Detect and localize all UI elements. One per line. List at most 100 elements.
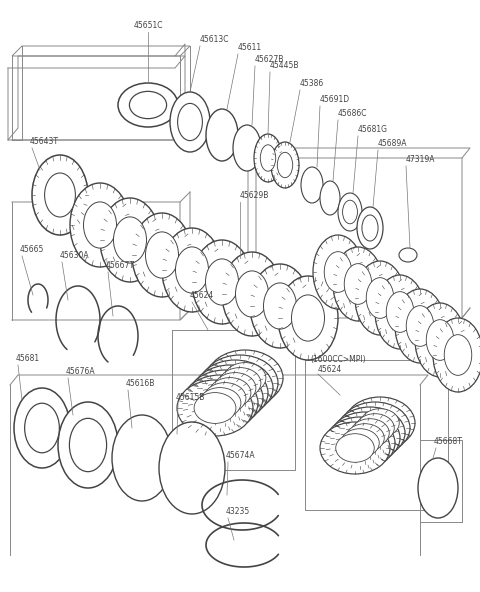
Ellipse shape [271,142,299,188]
Ellipse shape [260,145,276,171]
Ellipse shape [219,368,261,398]
Ellipse shape [343,200,358,224]
Text: 45674A: 45674A [226,451,256,460]
Ellipse shape [325,417,395,469]
Ellipse shape [32,155,88,235]
Text: 45681: 45681 [16,354,40,363]
Ellipse shape [335,407,405,459]
Ellipse shape [415,303,465,377]
Ellipse shape [250,264,310,348]
Ellipse shape [130,91,167,118]
Ellipse shape [330,412,400,464]
Text: 45629B: 45629B [240,191,269,200]
Ellipse shape [197,360,273,416]
Ellipse shape [199,388,241,419]
Ellipse shape [176,247,208,293]
Text: (1600CC>MPI): (1600CC>MPI) [310,355,366,364]
Ellipse shape [192,365,268,421]
Ellipse shape [277,152,293,178]
Ellipse shape [375,275,425,349]
Ellipse shape [291,295,324,341]
Ellipse shape [194,392,236,423]
Ellipse shape [14,388,70,468]
Ellipse shape [264,283,297,329]
Ellipse shape [426,320,454,361]
Ellipse shape [366,278,394,318]
Ellipse shape [361,408,399,437]
Ellipse shape [70,183,130,267]
Ellipse shape [202,355,278,411]
Ellipse shape [320,181,340,215]
Ellipse shape [236,271,268,317]
Ellipse shape [187,370,263,426]
Ellipse shape [209,378,251,408]
Ellipse shape [386,292,414,332]
Ellipse shape [320,422,390,474]
Ellipse shape [355,261,405,335]
Text: 45445B: 45445B [270,61,300,70]
Ellipse shape [399,248,417,262]
Ellipse shape [224,362,266,394]
Text: 45624: 45624 [190,291,214,300]
Ellipse shape [357,207,383,249]
Ellipse shape [356,414,394,442]
Text: 45624: 45624 [318,365,342,374]
Ellipse shape [112,415,172,501]
Ellipse shape [204,382,246,413]
Ellipse shape [313,235,363,309]
Ellipse shape [222,252,282,336]
Ellipse shape [24,403,60,453]
Ellipse shape [45,173,75,217]
Ellipse shape [214,372,256,403]
Text: 47319A: 47319A [406,155,435,164]
Ellipse shape [205,259,239,305]
Ellipse shape [100,198,160,282]
Text: 45665: 45665 [20,245,44,254]
Ellipse shape [132,213,192,297]
Ellipse shape [233,125,261,171]
Text: 45667T: 45667T [106,261,135,270]
Text: 45627B: 45627B [255,55,284,64]
Text: 45668T: 45668T [434,437,463,446]
Ellipse shape [177,380,253,436]
Ellipse shape [254,134,282,182]
Ellipse shape [341,429,379,457]
Text: 45681G: 45681G [358,125,388,134]
Ellipse shape [278,276,338,360]
Ellipse shape [118,83,178,127]
Text: 45689A: 45689A [378,139,408,148]
Text: 45611: 45611 [238,43,262,52]
Ellipse shape [207,350,283,406]
Ellipse shape [206,109,238,161]
Text: 45615B: 45615B [176,393,205,402]
Ellipse shape [170,92,210,152]
Ellipse shape [178,104,203,141]
Text: 45651C: 45651C [133,21,163,30]
Text: 45616B: 45616B [126,379,156,388]
Ellipse shape [444,334,472,375]
Ellipse shape [84,202,117,248]
Ellipse shape [162,228,222,312]
Ellipse shape [418,458,458,518]
Text: 45643T: 45643T [30,137,59,146]
Ellipse shape [182,375,258,431]
Ellipse shape [301,167,323,203]
Ellipse shape [336,434,374,462]
Ellipse shape [351,419,389,448]
Ellipse shape [338,193,362,231]
Ellipse shape [344,263,372,304]
Ellipse shape [395,289,445,363]
Ellipse shape [362,215,378,241]
Ellipse shape [333,247,383,321]
Ellipse shape [406,305,434,346]
Ellipse shape [346,424,384,452]
Text: 45676A: 45676A [66,367,96,376]
Text: 45630A: 45630A [60,251,90,260]
Ellipse shape [58,402,118,488]
Ellipse shape [345,397,415,449]
Ellipse shape [159,422,225,514]
Ellipse shape [145,232,179,278]
Ellipse shape [70,419,107,472]
Text: 43235: 43235 [226,507,250,516]
Ellipse shape [340,402,410,454]
